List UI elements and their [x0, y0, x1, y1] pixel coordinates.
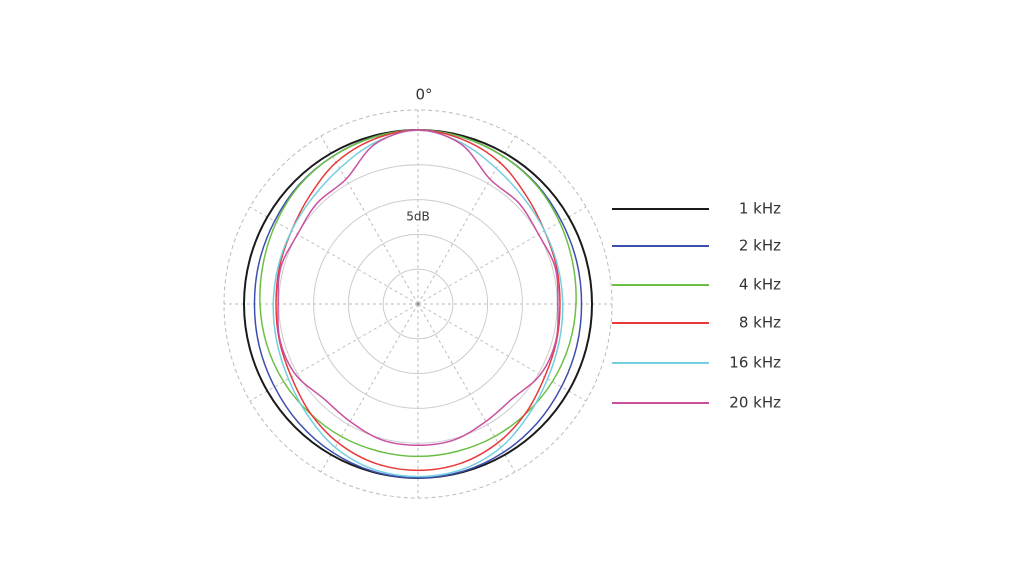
ring — [382, 268, 454, 340]
series-line — [259, 129, 577, 458]
legend-label: 16 kHz — [729, 354, 781, 372]
center — [416, 302, 420, 306]
legend-label: 20 kHz — [729, 394, 781, 412]
spoke — [417, 303, 587, 402]
legend-label: 4 kHz — [739, 276, 781, 294]
ring-label-bg — [402, 208, 434, 225]
legend-label: 1 kHz — [739, 200, 781, 218]
series-line — [253, 129, 583, 479]
spoke — [320, 135, 419, 305]
spoke — [417, 303, 516, 473]
spoke — [417, 206, 587, 305]
series-line — [277, 129, 559, 447]
ring — [313, 199, 523, 409]
spoke — [417, 135, 516, 305]
series-line — [272, 129, 564, 478]
spoke — [249, 303, 419, 402]
ring — [347, 233, 489, 375]
angle-label: 0° — [415, 86, 432, 104]
legend-label: 2 kHz — [739, 237, 781, 255]
ring-label: 5dB — [406, 210, 429, 224]
spoke — [320, 303, 419, 473]
spoke — [249, 206, 419, 305]
legend-label: 8 kHz — [739, 314, 781, 332]
